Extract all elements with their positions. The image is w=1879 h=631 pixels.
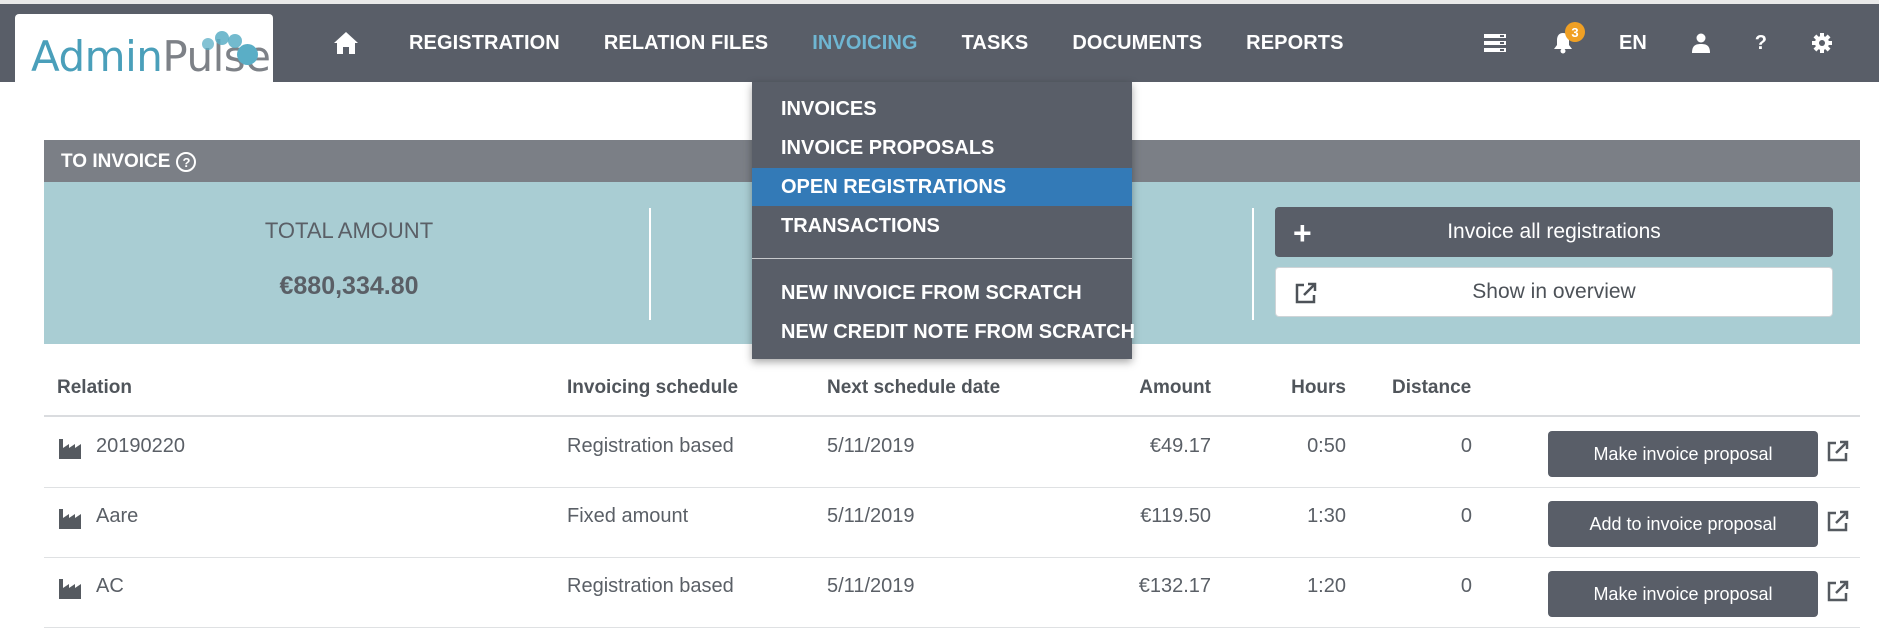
menu-item-open-registrations[interactable]: OPEN REGISTRATIONS	[752, 168, 1132, 206]
logo-dot	[215, 31, 229, 45]
row-hours: 1:20	[1307, 575, 1346, 597]
total-amount-label: TOTAL AMOUNT	[264, 218, 434, 243]
logo-dot	[237, 44, 258, 65]
factory-icon	[59, 509, 81, 529]
logo-dot	[202, 38, 214, 50]
external-link-icon[interactable]	[1826, 579, 1850, 603]
plus-icon: +	[1293, 215, 1312, 251]
help-button[interactable]: ?	[1754, 31, 1767, 54]
header-utilities: 3 EN ?	[1483, 4, 1879, 82]
main-nav: REGISTRATION RELATION FILES INVOICING TA…	[333, 4, 1388, 82]
row-divider	[44, 487, 1860, 488]
divider	[649, 208, 651, 320]
external-link-icon	[1295, 282, 1317, 304]
row-schedule: Registration based	[567, 575, 734, 597]
table-row[interactable]: AC Registration based 5/11/2019 €132.17 …	[0, 557, 1879, 627]
row-divider	[44, 627, 1860, 628]
menu-divider	[752, 258, 1132, 259]
row-relation: AC	[96, 575, 124, 597]
make-invoice-proposal-button[interactable]: Make invoice proposal	[1548, 431, 1818, 477]
row-relation: Aare	[96, 505, 139, 527]
row-next-date: 5/11/2019	[827, 505, 915, 527]
factory-icon	[59, 579, 81, 599]
row-hours: 1:30	[1307, 505, 1346, 527]
row-next-date: 5/11/2019	[827, 575, 915, 597]
add-to-invoice-proposal-button[interactable]: Add to invoice proposal	[1548, 501, 1818, 547]
row-amount: €49.17	[1149, 435, 1211, 457]
row-divider	[44, 557, 1860, 558]
nav-documents[interactable]: DOCUMENTS	[1072, 31, 1203, 54]
invoice-all-label: Invoice all registrations	[1447, 220, 1661, 243]
logo-dot	[228, 34, 242, 48]
column-header-hours[interactable]: Hours	[1291, 377, 1346, 398]
row-distance: 0	[1460, 575, 1472, 597]
app-logo[interactable]: AdminPulse	[15, 14, 273, 84]
row-schedule: Fixed amount	[567, 505, 689, 527]
notifications-button[interactable]: 3	[1551, 22, 1585, 54]
top-strip	[0, 0, 1879, 4]
menu-item-transactions[interactable]: TRANSACTIONS	[781, 214, 940, 237]
nav-registration[interactable]: REGISTRATION	[409, 31, 560, 54]
show-in-overview-label: Show in overview	[1472, 280, 1636, 303]
row-distance: 0	[1460, 435, 1472, 457]
to-invoice-title: TO INVOICE ?	[61, 151, 197, 173]
menu-item-new-credit-note-from-scratch[interactable]: NEW CREDIT NOTE FROM SCRATCH	[781, 320, 1136, 343]
user-icon[interactable]	[1691, 33, 1711, 53]
row-distance: 0	[1460, 505, 1472, 527]
menu-item-invoice-proposals[interactable]: INVOICE PROPOSALS	[781, 136, 995, 159]
gear-icon[interactable]	[1811, 33, 1833, 53]
column-header-relation[interactable]: Relation	[57, 377, 132, 398]
divider	[1252, 208, 1254, 320]
menu-item-invoices[interactable]: INVOICES	[781, 97, 877, 120]
column-header-amount[interactable]: Amount	[1139, 377, 1211, 398]
row-next-date: 5/11/2019	[827, 435, 915, 457]
table-row[interactable]: 20190220 Registration based 5/11/2019 €4…	[0, 417, 1879, 487]
notification-badge: 3	[1564, 22, 1585, 42]
menu-item-new-invoice-from-scratch[interactable]: NEW INVOICE FROM SCRATCH	[781, 281, 1082, 304]
nav-invoicing[interactable]: INVOICING	[812, 31, 918, 54]
column-header-next-date[interactable]: Next schedule date	[827, 377, 1001, 398]
logo-admin: Admin	[31, 32, 163, 81]
help-circle-icon[interactable]: ?	[176, 152, 197, 172]
language-selector[interactable]: EN	[1618, 31, 1647, 54]
to-invoice-title-text: TO INVOICE	[61, 151, 171, 172]
invoicing-dropdown-menu: INVOICES INVOICE PROPOSALS OPEN REGISTRA…	[752, 82, 1136, 359]
nav-reports[interactable]: REPORTS	[1246, 31, 1344, 54]
server-list-icon[interactable]	[1483, 33, 1507, 53]
show-in-overview-button[interactable]: Show in overview	[1275, 267, 1833, 317]
column-header-schedule[interactable]: Invoicing schedule	[567, 377, 739, 398]
total-amount-value: €880,334.80	[279, 272, 419, 300]
make-invoice-proposal-button[interactable]: Make invoice proposal	[1548, 571, 1818, 617]
invoice-all-registrations-button[interactable]: + Invoice all registrations	[1275, 207, 1833, 257]
column-header-distance[interactable]: Distance	[1392, 377, 1472, 398]
row-schedule: Registration based	[567, 435, 734, 457]
nav-relation-files[interactable]: RELATION FILES	[603, 31, 769, 54]
row-hours: 0:50	[1307, 435, 1346, 457]
row-amount: €132.17	[1138, 575, 1211, 597]
factory-icon	[59, 439, 81, 459]
row-relation: 20190220	[96, 435, 185, 457]
table-header-divider	[44, 415, 1860, 417]
home-icon[interactable]	[333, 30, 359, 56]
external-link-icon[interactable]	[1826, 439, 1850, 463]
nav-tasks[interactable]: TASKS	[961, 31, 1029, 54]
external-link-icon[interactable]	[1826, 509, 1850, 533]
row-amount: €119.50	[1140, 505, 1211, 527]
table-row[interactable]: Aare Fixed amount 5/11/2019 €119.50 1:30…	[0, 487, 1879, 557]
